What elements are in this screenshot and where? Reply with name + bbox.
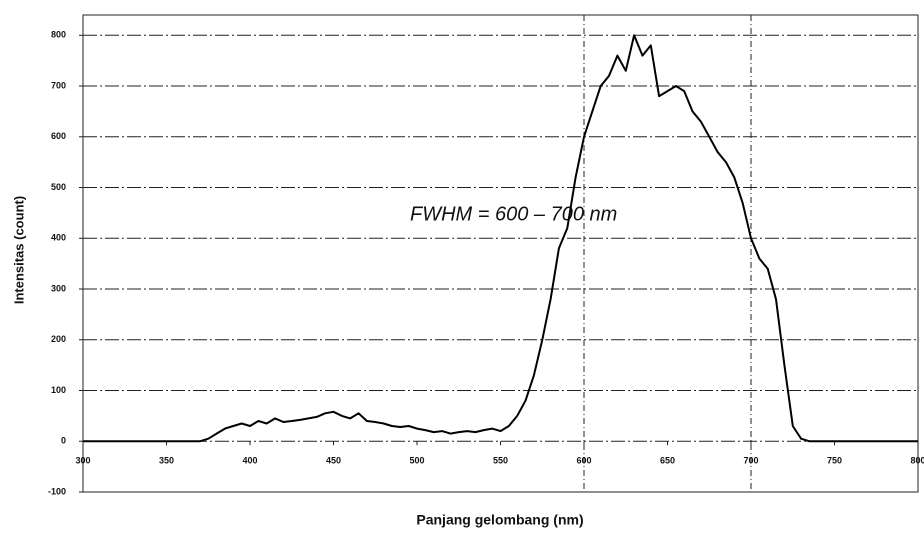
y-tick-label: -100 bbox=[48, 486, 66, 496]
y-tick-label: 100 bbox=[51, 385, 66, 395]
y-tick-label: 200 bbox=[51, 334, 66, 344]
y-tick-label: 800 bbox=[51, 30, 66, 40]
y-axis-label: Intensitas (count) bbox=[11, 196, 26, 304]
y-tick-label: 400 bbox=[51, 233, 66, 243]
x-tick-label: 550 bbox=[493, 456, 508, 466]
y-tick-label: 500 bbox=[51, 182, 66, 192]
x-tick-label: 750 bbox=[827, 456, 842, 466]
x-tick-label: 650 bbox=[660, 456, 675, 466]
chart: FWHM = 600 – 700 nm Panjang gelombang (n… bbox=[0, 0, 924, 533]
y-tick-label: 700 bbox=[51, 80, 66, 90]
x-tick-label: 450 bbox=[326, 456, 341, 466]
x-tick-label: 350 bbox=[159, 456, 174, 466]
y-tick-label: 300 bbox=[51, 283, 66, 293]
x-tick-label: 300 bbox=[75, 456, 90, 466]
x-tick-label: 800 bbox=[910, 456, 924, 466]
y-tick-label: 0 bbox=[61, 436, 66, 446]
x-tick-label: 500 bbox=[409, 456, 424, 466]
x-tick-label: 400 bbox=[242, 456, 257, 466]
x-axis-label: Panjang gelombang (nm) bbox=[416, 512, 583, 528]
y-tick-label: 600 bbox=[51, 131, 66, 141]
annotation: FWHM = 600 – 700 nm bbox=[410, 203, 617, 225]
